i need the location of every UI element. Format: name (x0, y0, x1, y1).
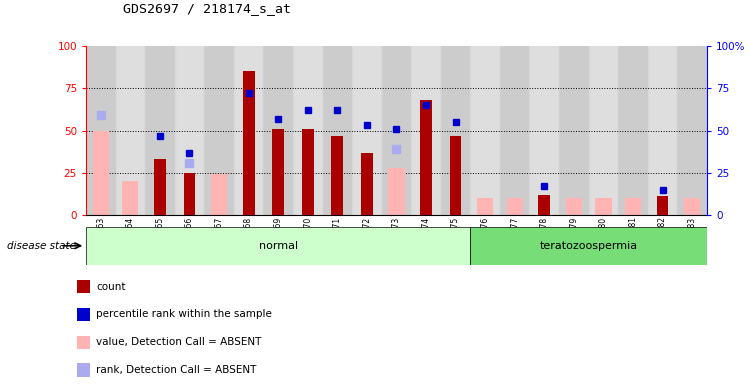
Bar (441, 46, 470, 215)
Bar (211, 174, 227, 215)
Bar (589, 46, 618, 215)
Bar (175, 46, 204, 215)
Bar (559, 46, 589, 215)
Bar (684, 198, 700, 215)
Bar (116, 46, 145, 215)
Bar (530, 46, 559, 215)
Bar (648, 46, 677, 215)
Bar (411, 46, 441, 215)
Bar (677, 46, 707, 215)
Bar (361, 152, 373, 215)
Bar (263, 46, 293, 215)
Bar (625, 198, 641, 215)
Bar (477, 198, 493, 215)
Bar (331, 136, 343, 215)
Bar (420, 100, 432, 215)
Bar (322, 46, 352, 215)
Bar (506, 198, 523, 215)
Bar (648, 46, 677, 215)
Bar (122, 181, 138, 215)
Text: teratozoospermia: teratozoospermia (539, 241, 637, 251)
Text: disease state: disease state (7, 241, 76, 251)
Bar (293, 46, 322, 215)
Bar (470, 227, 707, 265)
Bar (450, 136, 462, 215)
Bar (78, 336, 90, 349)
Bar (86, 46, 116, 215)
Bar (322, 46, 352, 215)
Text: GDS2697 / 218174_s_at: GDS2697 / 218174_s_at (123, 2, 292, 15)
Bar (204, 46, 234, 215)
Bar (302, 129, 313, 215)
Bar (411, 46, 441, 215)
Bar (78, 308, 90, 321)
Bar (441, 46, 470, 215)
Bar (677, 46, 707, 215)
Bar (183, 173, 195, 215)
Bar (381, 46, 411, 215)
Bar (116, 46, 145, 215)
Bar (352, 46, 381, 215)
Bar (145, 46, 175, 215)
Bar (293, 46, 322, 215)
Bar (539, 195, 551, 215)
Text: rank, Detection Call = ABSENT: rank, Detection Call = ABSENT (96, 365, 257, 375)
Bar (559, 46, 589, 215)
Bar (595, 198, 612, 215)
Bar (352, 46, 381, 215)
Bar (78, 280, 90, 293)
Bar (242, 71, 254, 215)
Bar (234, 46, 263, 215)
Bar (618, 46, 648, 215)
Bar (93, 131, 109, 215)
Bar (263, 46, 293, 215)
Bar (589, 46, 618, 215)
Text: percentile rank within the sample: percentile rank within the sample (96, 310, 272, 319)
Bar (381, 46, 411, 215)
Bar (657, 197, 669, 215)
Bar (272, 129, 284, 215)
Bar (154, 159, 166, 215)
Bar (500, 46, 530, 215)
Bar (470, 46, 500, 215)
Bar (86, 46, 116, 215)
Bar (530, 46, 559, 215)
Bar (618, 46, 648, 215)
Bar (145, 46, 175, 215)
Bar (388, 168, 405, 215)
Bar (234, 46, 263, 215)
Bar (470, 46, 500, 215)
Text: count: count (96, 281, 126, 291)
Text: normal: normal (259, 241, 298, 251)
Text: value, Detection Call = ABSENT: value, Detection Call = ABSENT (96, 337, 262, 347)
Bar (78, 363, 90, 377)
Bar (565, 198, 582, 215)
Bar (86, 227, 470, 265)
Bar (175, 46, 204, 215)
Bar (204, 46, 234, 215)
Bar (500, 46, 530, 215)
